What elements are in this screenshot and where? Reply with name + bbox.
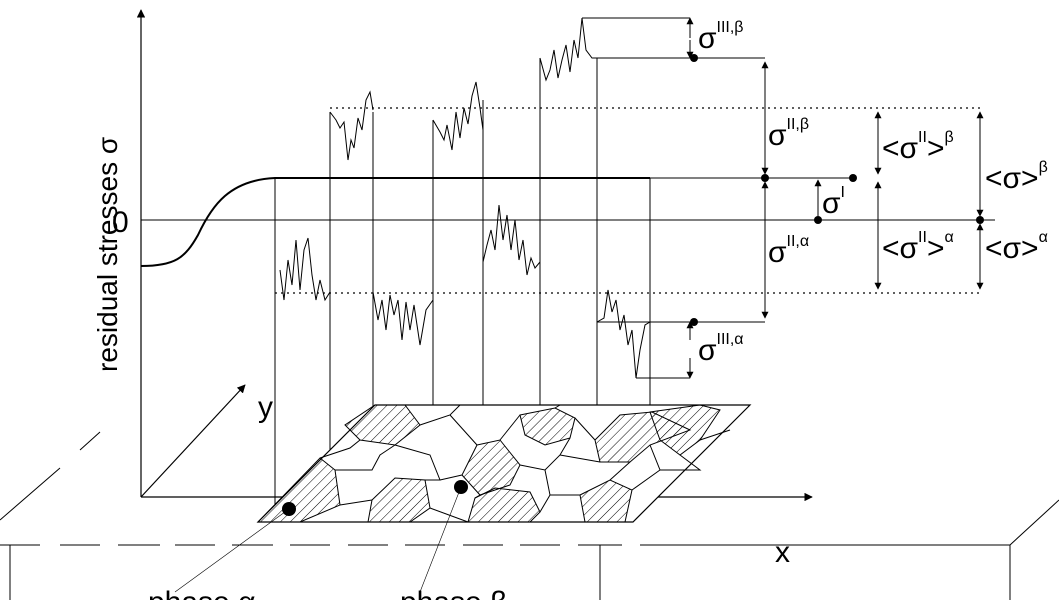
peak-ticks [582,17,855,379]
phase-alpha-label: phase α [148,586,255,600]
label-mean-II-beta: <σII>β [882,129,954,165]
dimension-arrows [686,17,984,379]
label-sigma-III-beta: σIII,β [698,19,744,55]
macro-stress-curve [140,177,650,267]
label-sigma-III-alpha: σIII,α [698,331,744,367]
label-sigma-I: σI [822,184,845,220]
micro-stress-signals [279,17,651,379]
label-sigma-II-alpha: σII,α [768,233,809,269]
microstructure-plate [174,404,752,593]
label-mean-II-alpha: <σII>α [882,229,954,265]
label-mean-beta: <σ>β [985,159,1048,195]
label-sigma-II-beta: σII,β [768,116,809,152]
y-axis-title: residual stresses σ [92,137,123,372]
label-mean-alpha: <σ>α [985,229,1048,265]
phase-beta-label: phase β [400,586,507,600]
dotted-levels [275,107,980,294]
reference-dots [690,54,984,326]
zero-label: 0 [112,206,129,239]
x-axis-label: x [775,536,790,569]
specimen-block [0,431,1059,600]
y-depth-label: y [258,391,273,424]
